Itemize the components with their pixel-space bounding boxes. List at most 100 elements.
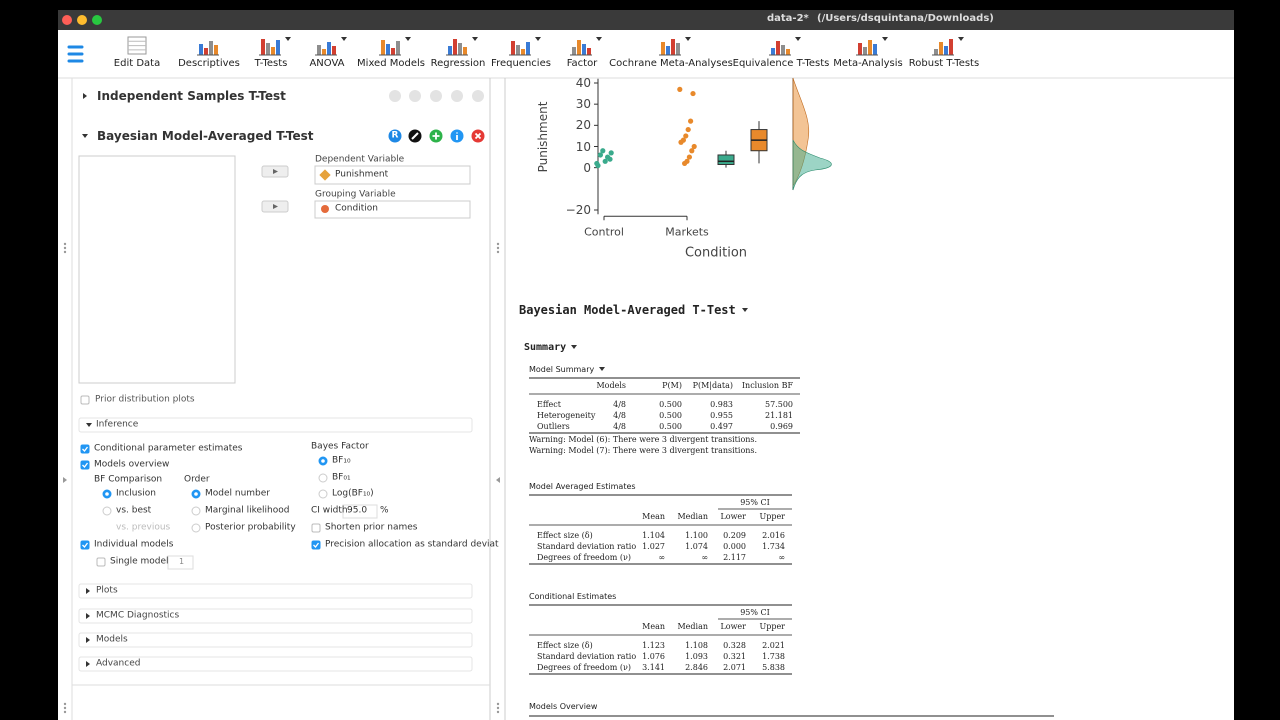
ci-width-input[interactable] [342, 504, 378, 519]
expand-arrow[interactable] [86, 588, 90, 594]
column-header: Lower [720, 622, 746, 631]
analysis-button[interactable] [451, 90, 463, 102]
toolbar-dropdown[interactable] [685, 37, 691, 41]
toolbar-dropdown[interactable] [285, 37, 291, 41]
app-window [58, 10, 1234, 720]
expand-arrow[interactable] [82, 134, 88, 138]
footnote: Warning: Model (6): There were 3 diverge… [529, 435, 758, 444]
label[interactable]: vs. best [116, 505, 152, 516]
zoom-button[interactable] [92, 15, 102, 25]
grouping-field[interactable] [314, 200, 471, 219]
close-button[interactable] [62, 15, 72, 25]
section-header[interactable] [78, 608, 473, 624]
splitter-handle[interactable] [63, 242, 500, 714]
toolbar-item[interactable]: Mixed Models [357, 58, 425, 69]
row-label: Standard deviation ratio [537, 542, 637, 551]
results-menu[interactable] [742, 308, 748, 312]
label[interactable]: Inclusion [116, 488, 156, 499]
section-title[interactable]: MCMC Diagnostics [96, 610, 180, 621]
box [717, 154, 735, 165]
section-title[interactable]: Plots [96, 585, 118, 596]
single-model-input[interactable] [167, 555, 194, 570]
r-button[interactable]: R [391, 130, 399, 141]
checkbox[interactable] [80, 395, 90, 405]
radio[interactable] [191, 506, 201, 516]
label[interactable]: Models overview [94, 459, 170, 470]
toolbar-item[interactable]: Equivalence T-Tests [732, 58, 830, 69]
toolbar-item[interactable]: Frequencies [491, 58, 551, 69]
toolbar-item[interactable]: Descriptives [178, 58, 240, 69]
y-tick-label: −20 [565, 203, 591, 217]
toolbar-item[interactable]: Edit Data [113, 58, 161, 69]
label[interactable]: Model number [205, 488, 271, 499]
radio[interactable] [191, 523, 201, 533]
toolbar-dropdown[interactable] [596, 37, 602, 41]
expand-arrow[interactable] [83, 93, 87, 99]
summary-menu[interactable] [571, 345, 577, 349]
section-header[interactable] [78, 417, 473, 433]
expand-arrow[interactable] [86, 613, 90, 619]
analysis-button[interactable] [472, 90, 484, 102]
expand-arrow[interactable] [86, 423, 92, 427]
title-bar [58, 10, 1234, 30]
toolbar-dropdown[interactable] [795, 37, 801, 41]
toolbar-dropdown[interactable] [405, 37, 411, 41]
analysis-button[interactable] [430, 90, 442, 102]
label[interactable]: BF₁₀ [332, 455, 351, 466]
table-menu[interactable] [599, 367, 605, 371]
toolbar-item[interactable]: ANOVA [309, 58, 345, 69]
section-title[interactable]: Inference [96, 419, 139, 430]
expand-arrow[interactable] [86, 637, 90, 643]
label[interactable]: Precision allocation as standard deviat [325, 539, 499, 550]
label[interactable]: Single model [110, 556, 169, 567]
toolbar-item[interactable]: Regression [430, 58, 486, 69]
label[interactable]: Marginal likelihood [205, 505, 290, 516]
toolbar-item[interactable]: Meta-Analysis [833, 58, 903, 69]
label[interactable]: Log(BF₁₀) [332, 488, 374, 499]
section-header[interactable] [78, 583, 473, 599]
row-label: Effect [537, 400, 561, 409]
label[interactable]: BF₀₁ [332, 472, 351, 483]
point [683, 133, 689, 139]
dependent-field[interactable] [314, 165, 471, 185]
results-title[interactable]: Bayesian Model-Averaged T-Test [519, 303, 736, 317]
section-header[interactable] [78, 656, 473, 672]
label[interactable]: Shorten prior names [325, 522, 418, 533]
toolbar-dropdown[interactable] [535, 37, 541, 41]
analysis-button[interactable] [389, 90, 401, 102]
toolbar-item[interactable]: Cochrane Meta-Analyses [609, 58, 733, 69]
analysis-button[interactable] [409, 90, 421, 102]
label[interactable]: Individual models [94, 539, 174, 550]
variable-list[interactable] [78, 155, 236, 384]
label[interactable]: Prior distribution plots [95, 394, 195, 405]
toolbar-dropdown[interactable] [341, 37, 347, 41]
toolbar-dropdown[interactable] [882, 37, 888, 41]
toolbar-item[interactable]: Factor [566, 58, 598, 69]
row-label: Effect size (δ) [537, 641, 593, 650]
toolbar-icon [458, 43, 462, 55]
table-cell: 2.117 [723, 553, 746, 562]
point [688, 118, 694, 124]
minimize-button[interactable] [77, 15, 87, 25]
arrow-icon [273, 204, 278, 209]
analysis-title[interactable]: Independent Samples T-Test [97, 89, 286, 103]
expand-arrow[interactable] [86, 661, 90, 667]
label[interactable]: Posterior probability [205, 522, 296, 533]
section-title[interactable]: Models [96, 634, 128, 645]
section-header[interactable] [78, 632, 473, 648]
toolbar-item[interactable]: T-Tests [254, 58, 288, 69]
checkbox[interactable] [96, 557, 106, 567]
summary-title[interactable]: Summary [524, 342, 567, 353]
section-title[interactable]: Advanced [96, 658, 141, 669]
radio[interactable] [318, 489, 328, 499]
radio[interactable] [102, 506, 112, 516]
checkbox[interactable] [311, 523, 321, 533]
label[interactable]: Conditional parameter estimates [94, 443, 243, 454]
analysis-title[interactable]: Bayesian Model-Averaged T-Test [97, 129, 314, 143]
toolbar-item[interactable]: Robust T-Tests [908, 58, 980, 69]
toolbar-dropdown[interactable] [472, 37, 478, 41]
radio[interactable] [318, 473, 328, 483]
analysis-button[interactable] [388, 129, 402, 143]
menu-button[interactable] [67, 45, 84, 63]
toolbar-dropdown[interactable] [958, 37, 964, 41]
